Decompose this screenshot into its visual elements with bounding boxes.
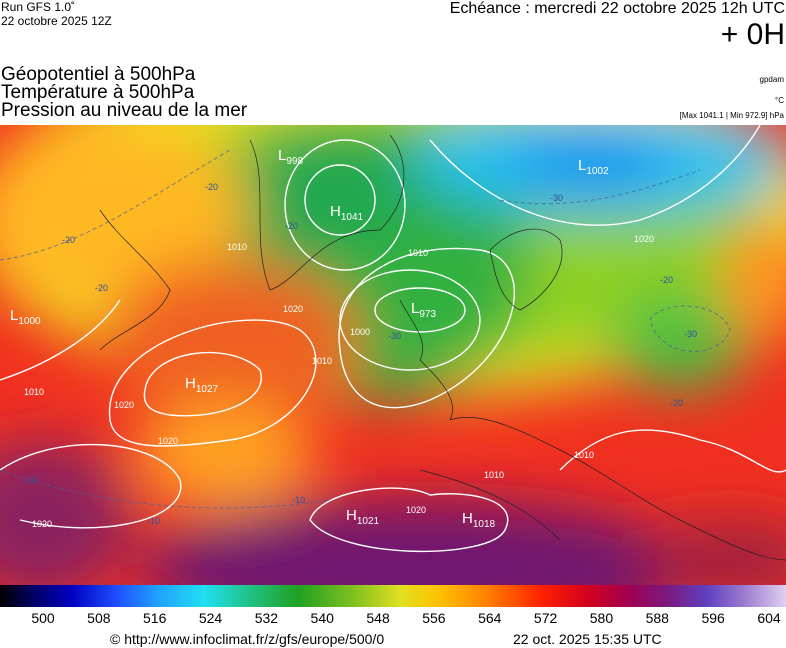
field: Température à 500hPa	[1, 82, 195, 103]
temp-label: -10	[24, 475, 37, 485]
scale-label: 508	[87, 610, 111, 626]
center: L1000	[10, 307, 41, 327]
isotherms	[0, 149, 731, 509]
temp-label: -30	[684, 329, 697, 339]
scale-label: 524	[198, 610, 223, 626]
temp-label: -10	[292, 495, 305, 505]
scale-label: 516	[143, 610, 167, 626]
scale-label: 500	[31, 610, 55, 626]
coastlines	[99, 134, 786, 561]
temp-labels: -20 -20 -20 -30 -20 -30 -20 -30 -10 -10 …	[24, 182, 697, 526]
field: Géopotentiel à 500hPa	[1, 64, 196, 85]
scale-label: 572	[533, 610, 558, 626]
isobar-label: 1010	[24, 387, 44, 397]
center: L1002	[578, 157, 609, 177]
echeance: Echéance : mercredi 22 octobre 2025 12h …	[449, 0, 785, 17]
temp-label: -10	[147, 516, 160, 526]
scale-label: 540	[310, 610, 334, 626]
isobar-label: 1010	[574, 450, 594, 460]
run: Run GFS 1.0˚	[1, 0, 76, 14]
scale-label: 596	[701, 610, 725, 626]
temp-label: -20	[62, 235, 75, 245]
isobar-labels: 1010 1010 1000 1010 1020 1010 1020 1020 …	[24, 234, 654, 529]
center: L973	[411, 300, 436, 320]
temp-label: -30	[388, 331, 401, 341]
unit: °C	[775, 96, 784, 105]
temperature-field	[0, 125, 786, 585]
temp-label: -30	[550, 193, 563, 203]
temp-label: -20	[95, 283, 108, 293]
unit: [Max 1041.1 | Min 972.9] hPa	[679, 111, 784, 120]
isobar-label: 1020	[32, 519, 52, 529]
center: H1018	[462, 510, 496, 530]
center: H1027	[185, 375, 219, 395]
temp-label: -20	[670, 398, 683, 408]
temp-label: -20	[660, 275, 673, 285]
scale-label: 588	[645, 610, 669, 626]
footer-url: © http://www.infoclimat.fr/z/gfs/europe/…	[110, 631, 385, 647]
scale-label: 532	[254, 610, 279, 626]
isobar-label: 1010	[484, 470, 504, 480]
center: H1041	[330, 203, 364, 223]
isobar-label: 1020	[114, 400, 134, 410]
scale-label: 564	[478, 610, 502, 626]
isobar-label: 1020	[634, 234, 654, 244]
pressure-centers: L998 H1041 L1002 L973 H1027 L1000 H1021 …	[10, 147, 609, 530]
map: L998 H1041 L1002 L973 H1027 L1000 H1021 …	[0, 125, 786, 585]
isobars	[0, 125, 786, 553]
unit: gpdam	[759, 75, 784, 84]
temp-label: -20	[205, 182, 218, 192]
center: H1021	[346, 507, 380, 527]
scale-label: 556	[422, 610, 446, 626]
field: Pression au niveau de la mer	[1, 100, 248, 121]
isobar-label: 1020	[406, 505, 426, 515]
isobar-label: 1000	[350, 327, 370, 337]
isobar-label: 1020	[158, 436, 178, 446]
footer-date: 22 oct. 2025 15:35 UTC	[513, 631, 662, 647]
scale-label: 580	[589, 610, 614, 626]
offset: + 0H	[720, 18, 785, 51]
isobar-label: 1010	[408, 248, 428, 258]
color-scale	[0, 585, 786, 607]
center: L998	[278, 147, 303, 167]
isobar-label: 1010	[312, 356, 332, 366]
isobar-label: 1020	[283, 304, 303, 314]
isobar-label: 1010	[227, 242, 247, 252]
temp-label: -20	[285, 221, 298, 231]
scale-label: 604	[757, 610, 781, 626]
run-date: 22 octobre 2025 12Z	[1, 14, 112, 28]
scale-label: 548	[366, 610, 390, 626]
